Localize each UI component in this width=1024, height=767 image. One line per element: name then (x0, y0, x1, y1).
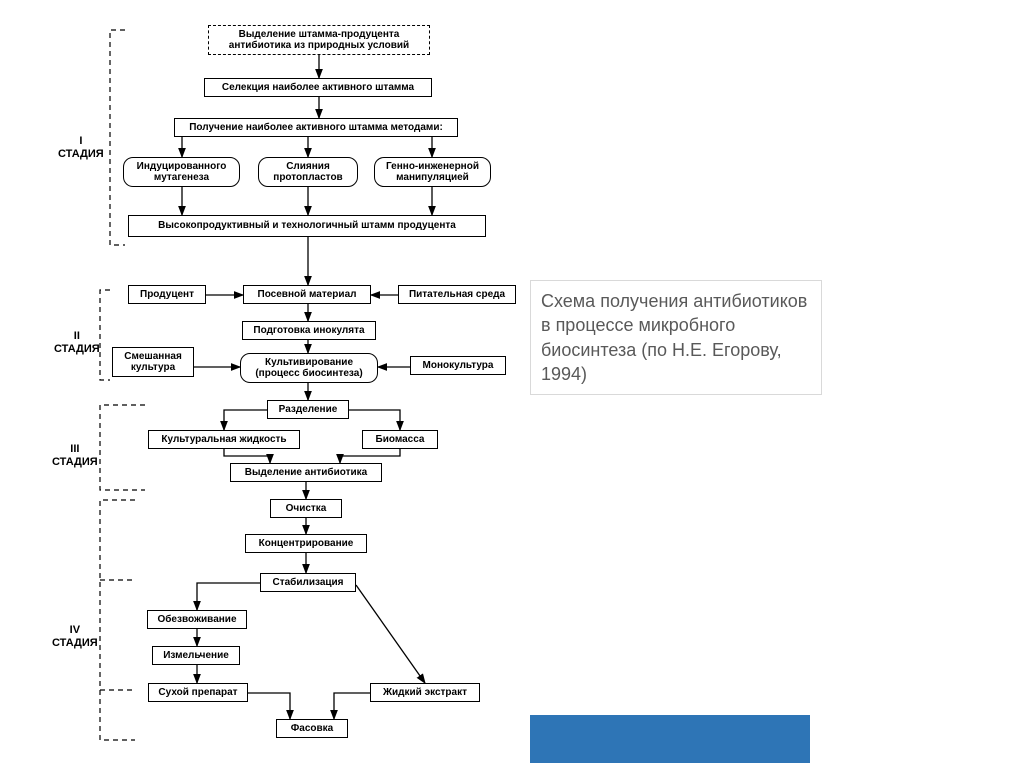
node-n7: Высокопродуктивный и технологичный штамм… (128, 215, 486, 237)
edge-n21-n22 (197, 583, 260, 610)
node-n9: Посевной материал (243, 285, 371, 304)
edge-n24-n26 (248, 693, 290, 719)
node-n26: Фасовка (276, 719, 348, 738)
stage-label-stage1: IСТАДИЯ (58, 135, 104, 161)
node-n3: Получение наиболее активного штамма мето… (174, 118, 458, 137)
node-n20: Концентрирование (245, 534, 367, 553)
caption-text: Схема получения антибиотиков в процессе … (541, 291, 807, 384)
stage-bracket-1 (100, 290, 110, 380)
node-n12: Смешанная культура (112, 347, 194, 377)
flowchart-canvas: Выделение штамма-продуцента антибиотика … (0, 0, 1024, 767)
node-n5: Слияния протопластов (258, 157, 358, 187)
node-n11: Подготовка инокулята (242, 321, 376, 340)
stage-bracket-0 (110, 30, 125, 245)
edge-n17-n18 (340, 449, 400, 463)
node-n18: Выделение антибиотика (230, 463, 382, 482)
node-n22: Обезвоживание (147, 610, 247, 629)
node-n10: Питательная среда (398, 285, 516, 304)
node-n15: Разделение (267, 400, 349, 419)
stage-bracket-2 (100, 405, 145, 490)
node-n1: Выделение штамма-продуцента антибиотика … (208, 25, 430, 55)
diagram-caption: Схема получения антибиотиков в процессе … (530, 280, 822, 395)
node-n23: Измельчение (152, 646, 240, 665)
node-n17: Биомасса (362, 430, 438, 449)
stage-label-stage4: IVСТАДИЯ (52, 624, 98, 650)
node-n25: Жидкий экстракт (370, 683, 480, 702)
node-n4: Индуцированного мутагенеза (123, 157, 240, 187)
edge-n15-n16 (224, 410, 267, 430)
stage-label-stage3: IIIСТАДИЯ (52, 443, 98, 469)
edge-n16-n18 (224, 449, 270, 463)
node-n8: Продуцент (128, 285, 206, 304)
node-n13: Культивирование (процесс биосинтеза) (240, 353, 378, 383)
node-n24: Сухой препарат (148, 683, 248, 702)
edge-n15-n17 (349, 410, 400, 430)
edge-n21-n25 (356, 585, 425, 683)
edge-n25-n26 (334, 693, 370, 719)
node-n14: Монокультура (410, 356, 506, 375)
node-n6: Генно-инженерной манипуляцией (374, 157, 491, 187)
node-n19: Очистка (270, 499, 342, 518)
accent-bar (530, 715, 810, 763)
stage-label-stage2: IIСТАДИЯ (54, 330, 100, 356)
node-n16: Культуральная жидкость (148, 430, 300, 449)
stage-bracket-3 (100, 500, 135, 740)
node-n21: Стабилизация (260, 573, 356, 592)
node-n2: Селекция наиболее активного штамма (204, 78, 432, 97)
